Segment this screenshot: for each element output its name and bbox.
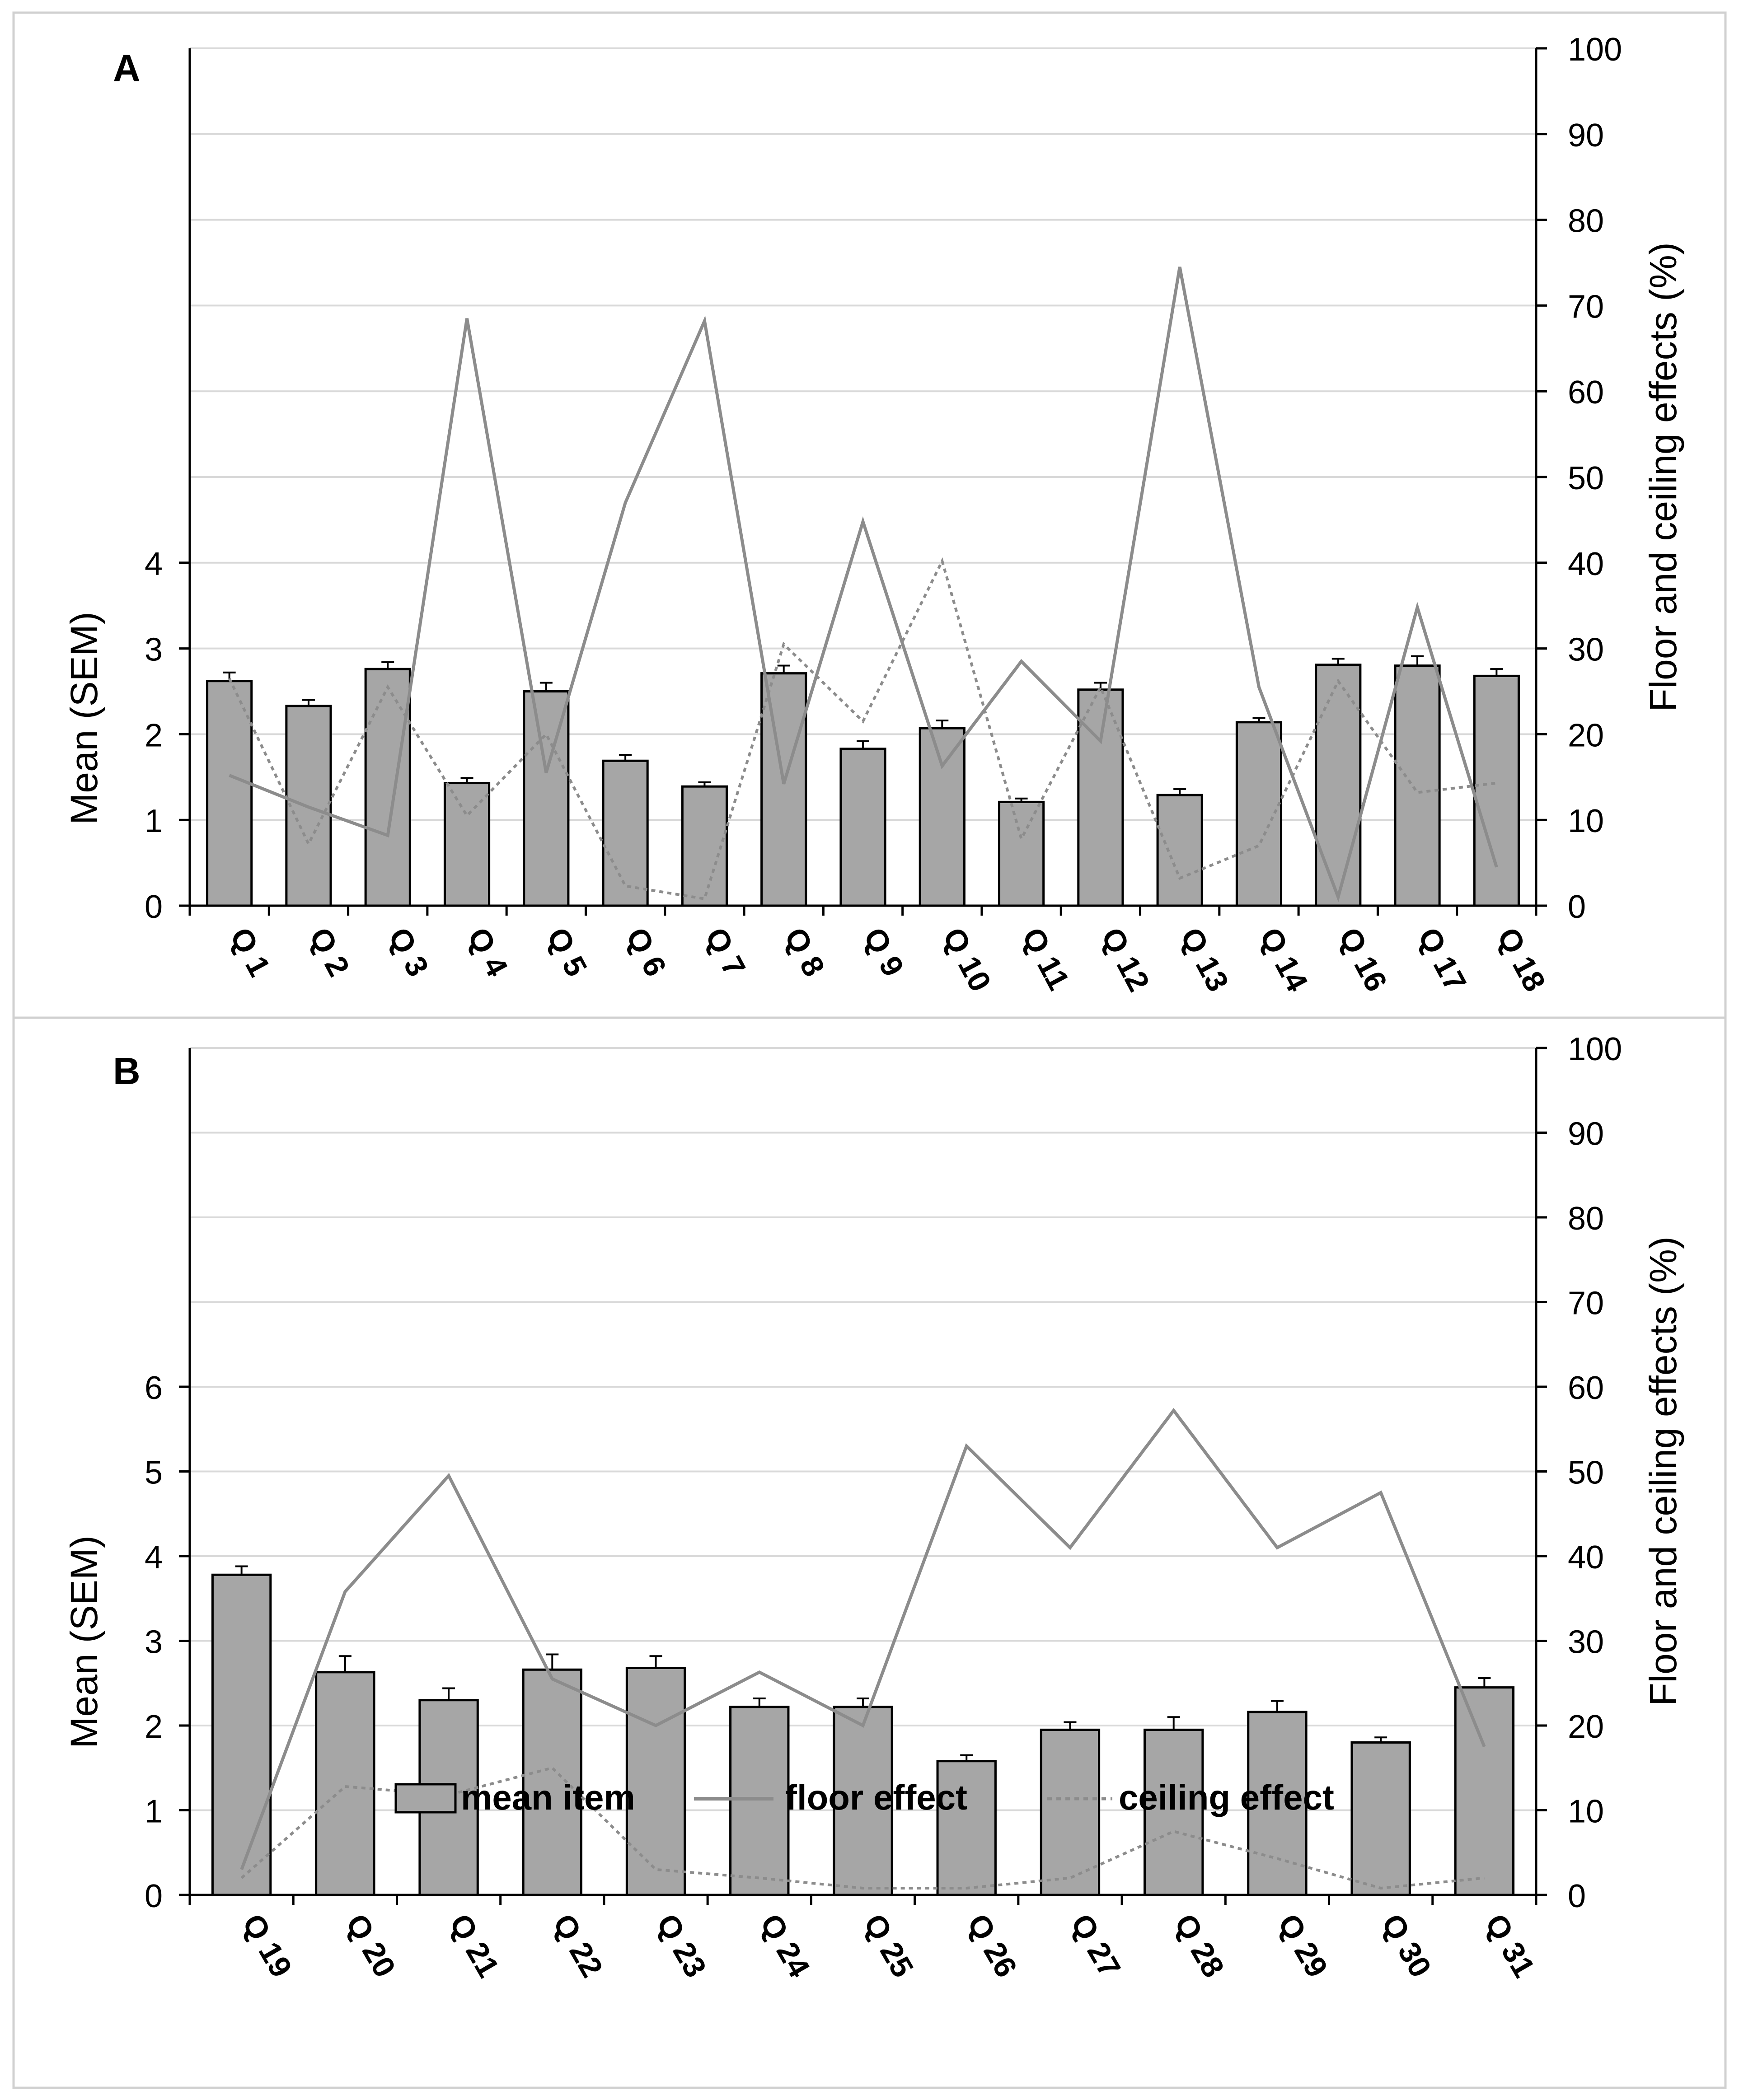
y-tick-label-right: 100 bbox=[1568, 32, 1622, 68]
y-tick-label-right: 50 bbox=[1568, 1455, 1604, 1491]
y-tick-label-left: 0 bbox=[145, 1878, 163, 1914]
bar-q-6 bbox=[602, 759, 649, 907]
y-tick-label-right: 70 bbox=[1568, 1286, 1604, 1322]
ceiling-effect-line bbox=[240, 1766, 1485, 1890]
bar-q-20 bbox=[315, 1671, 375, 1896]
y-tick-label-right: 20 bbox=[1568, 717, 1604, 753]
bar-q-27 bbox=[1040, 1728, 1101, 1896]
y-axis-title-left: Mean (SEM) bbox=[63, 612, 105, 824]
bar-q-1 bbox=[206, 680, 253, 907]
y-tick-label-right: 30 bbox=[1568, 1624, 1604, 1660]
bar-q-3 bbox=[364, 668, 411, 907]
y-tick-label-left: 4 bbox=[145, 1539, 163, 1576]
ceiling-effect-line bbox=[228, 557, 1497, 901]
bar-q-14 bbox=[1235, 721, 1283, 907]
bar-q-13 bbox=[1156, 794, 1203, 907]
y-tick-label-left: 2 bbox=[145, 1709, 163, 1745]
y-tick-label-left: 5 bbox=[145, 1455, 163, 1491]
bar-q-19 bbox=[211, 1573, 272, 1896]
y-tick-label-right: 80 bbox=[1568, 203, 1604, 239]
bar-q-9 bbox=[839, 748, 886, 907]
y-tick-label-left: 0 bbox=[145, 889, 163, 925]
y-tick-label-left: 4 bbox=[145, 546, 163, 582]
y-tick-label-right: 100 bbox=[1568, 1031, 1622, 1067]
legend-label-mean-item: mean item bbox=[461, 1777, 635, 1817]
y-tick-label-right: 80 bbox=[1568, 1201, 1604, 1237]
floor-effect-line bbox=[229, 267, 1498, 903]
y-tick-label-right: 0 bbox=[1568, 889, 1586, 925]
bar-q-24 bbox=[729, 1706, 790, 1896]
floor-effect-line bbox=[240, 1408, 1486, 1870]
bar-q-4 bbox=[443, 782, 491, 907]
bar-q-30 bbox=[1350, 1741, 1411, 1896]
y-tick-label-right: 20 bbox=[1568, 1709, 1604, 1745]
y-tick-label-left: 6 bbox=[145, 1370, 163, 1406]
y-tick-label-right: 60 bbox=[1568, 374, 1604, 411]
legend-label-floor-effect: floor effect bbox=[785, 1777, 967, 1817]
legend: mean item floor effect ceiling effect bbox=[394, 1777, 1334, 1817]
y-tick-label-right: 90 bbox=[1568, 117, 1604, 154]
y-tick-label-right: 0 bbox=[1568, 1878, 1586, 1914]
y-tick-label-right: 40 bbox=[1568, 546, 1604, 582]
bar-q-10 bbox=[919, 727, 966, 907]
bar-q-31 bbox=[1454, 1686, 1515, 1896]
y-tick-label-right: 30 bbox=[1568, 632, 1604, 668]
y-tick-label-right: 90 bbox=[1568, 1116, 1604, 1152]
legend-swatch-mean-item bbox=[394, 1783, 457, 1814]
legend-label-ceiling-effect: ceiling effect bbox=[1119, 1777, 1334, 1817]
y-tick-label-right: 10 bbox=[1568, 803, 1604, 839]
bar-q-17 bbox=[1394, 664, 1441, 907]
panel-label: B bbox=[113, 1050, 141, 1092]
y-tick-label-left: 2 bbox=[145, 717, 163, 753]
bar-q-8 bbox=[760, 672, 807, 907]
y-tick-label-left: 3 bbox=[145, 1624, 163, 1660]
bar-q-28 bbox=[1144, 1728, 1204, 1896]
bar-q-23 bbox=[625, 1667, 686, 1896]
y-tick-label-left: 1 bbox=[145, 803, 163, 839]
y-axis-title-right: Floor and ceiling effects (%) bbox=[1642, 1236, 1684, 1706]
y-tick-label-right: 10 bbox=[1568, 1794, 1604, 1830]
panel-label: A bbox=[113, 47, 141, 89]
y-tick-label-right: 40 bbox=[1568, 1539, 1604, 1576]
y-axis-title-left: Mean (SEM) bbox=[63, 1535, 105, 1748]
y-axis-title-right: Floor and ceiling effects (%) bbox=[1642, 242, 1684, 712]
bar-q-18 bbox=[1473, 674, 1520, 907]
bar-q-25 bbox=[833, 1706, 893, 1896]
y-tick-label-right: 70 bbox=[1568, 289, 1604, 325]
y-tick-label-right: 50 bbox=[1568, 460, 1604, 496]
y-tick-label-left: 1 bbox=[145, 1794, 163, 1830]
bar-q-11 bbox=[998, 800, 1045, 907]
bar-q-26 bbox=[936, 1760, 997, 1896]
y-tick-label-right: 60 bbox=[1568, 1370, 1604, 1406]
y-tick-label-left: 3 bbox=[145, 632, 163, 668]
